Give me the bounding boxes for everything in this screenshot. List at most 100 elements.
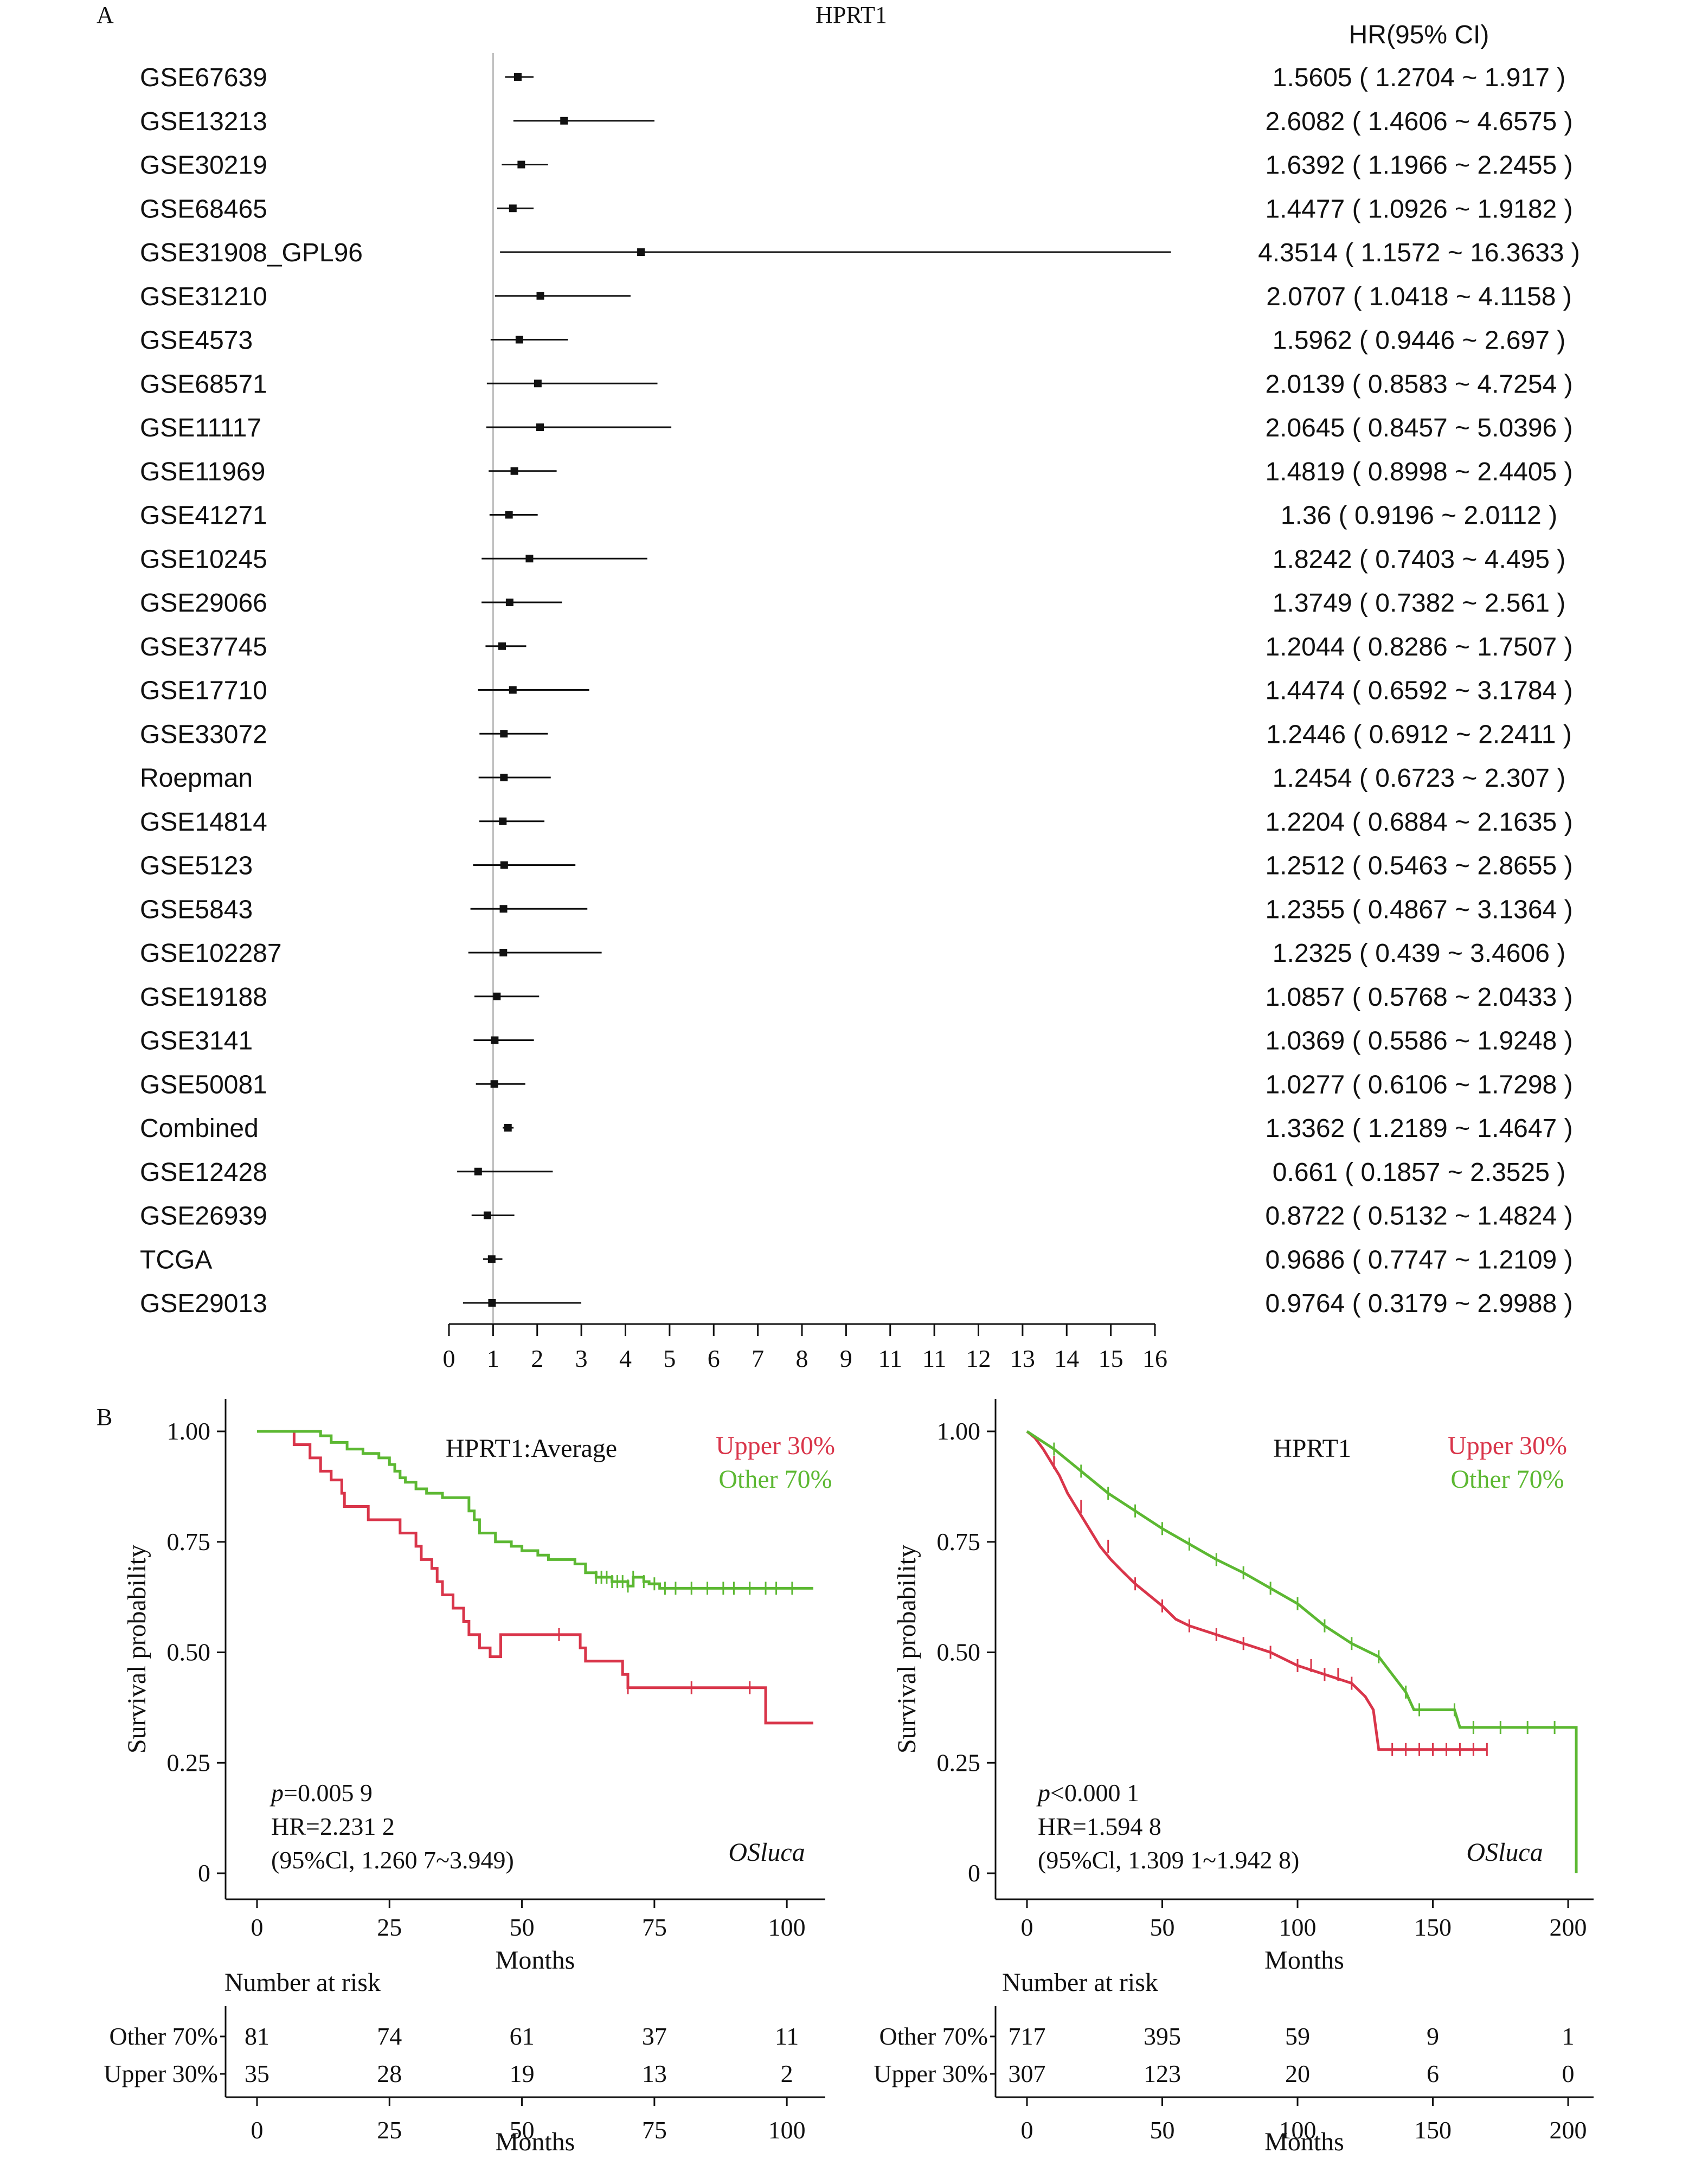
km-plot-left: 1.00 0.75 0.50 0.25 0 0 25 50 75 100 Months Surviva… [104, 1399, 835, 2156]
km-title: HPRT1:Average [446, 1434, 617, 1463]
km-stat-line: (95%Cl, 1.309 1~1.942 8) [1038, 1846, 1299, 1874]
hr-point [504, 1124, 512, 1132]
km-legend-upper: Upper 30% [1448, 1431, 1567, 1460]
hr-label: 1.0857 ( 0.5768 ~ 2.0433 ) [1265, 983, 1572, 1012]
forest-x-tick-label: 0 [443, 1345, 455, 1372]
km-x-tick-label: 50 [510, 1913, 535, 1941]
hr-label: 1.5605 ( 1.2704 ~ 1.917 ) [1273, 63, 1565, 92]
study-name: GSE17710 [140, 677, 267, 705]
forest-title: HPRT1 [816, 2, 887, 28]
km-curve-upper [1026, 1430, 1487, 1751]
hr-label: 0.661 ( 0.1857 ~ 2.3525 ) [1273, 1158, 1565, 1187]
study-name: GSE29013 [140, 1289, 267, 1318]
km-y-tick-label: 0.50 [937, 1638, 981, 1666]
km-stat-line: p<0.000 1 [1036, 1779, 1139, 1807]
hr-label: 1.36 ( 0.9196 ~ 2.0112 ) [1281, 502, 1557, 530]
risk-count: 123 [1144, 2060, 1181, 2087]
forest-x-tick-label: 11 [922, 1345, 946, 1372]
hr-point [534, 380, 542, 388]
risk-count: 19 [510, 2060, 535, 2087]
risk-row-label: Upper 30% [104, 2060, 218, 2087]
study-name: GSE33072 [140, 720, 267, 749]
hr-point [505, 511, 513, 519]
hr-point [500, 730, 508, 738]
hr-point [637, 248, 645, 256]
km-x-axis-label: Months [1264, 1946, 1344, 1975]
forest-x-tick-label: 1 [487, 1345, 499, 1372]
forest-x-tick-label: 16 [1142, 1345, 1167, 1372]
km-x-tick-label: 200 [1550, 1913, 1587, 1941]
hr-point [500, 774, 508, 781]
hr-label: 2.0645 ( 0.8457 ~ 5.0396 ) [1265, 414, 1572, 442]
risk-table-title: Number at risk [1002, 1968, 1158, 1997]
km-stat-line: (95%Cl, 1.260 7~3.949) [271, 1846, 514, 1874]
km-x-tick-label: 25 [377, 1913, 402, 1941]
hr-label: 1.5962 ( 0.9446 ~ 2.697 ) [1273, 326, 1565, 355]
risk-x-axis-label: Months [1264, 2128, 1344, 2156]
hr-label: 1.2325 ( 0.439 ~ 3.4606 ) [1273, 939, 1565, 968]
hr-point [536, 423, 544, 431]
study-name: GSE19188 [140, 983, 267, 1012]
km-cohort-label: OSluca [1466, 1838, 1543, 1867]
hr-label: 2.0139 ( 0.8583 ~ 4.7254 ) [1265, 370, 1572, 399]
km-y-tick-label: 0.75 [937, 1528, 981, 1556]
risk-x-tick-label: 50 [1150, 2116, 1175, 2144]
hr-point [560, 117, 568, 125]
risk-count: 61 [510, 2022, 535, 2050]
hr-label: 2.0707 ( 1.0418 ~ 4.1158 ) [1266, 282, 1572, 311]
km-y-tick-label: 0.25 [937, 1749, 981, 1776]
km-y-tick-label: 0 [968, 1859, 980, 1887]
study-name: GSE50081 [140, 1070, 267, 1099]
hr-label: 4.3514 ( 1.1572 ~ 16.3633 ) [1258, 239, 1580, 267]
risk-x-tick-label: 75 [642, 2116, 667, 2144]
risk-count: 11 [775, 2022, 799, 2050]
km-x-tick-label: 100 [768, 1913, 806, 1941]
km-y-tick-label: 0.25 [167, 1749, 211, 1776]
study-name: GSE26939 [140, 1202, 267, 1231]
forest-x-tick-label: 6 [708, 1345, 720, 1372]
hr-point [499, 817, 507, 825]
study-name: GSE14814 [140, 808, 267, 837]
panel-label-b: B [97, 1404, 112, 1430]
study-name: GSE41271 [140, 502, 267, 530]
study-name: GSE13213 [140, 107, 267, 136]
km-title: HPRT1 [1273, 1434, 1351, 1463]
hr-label: 1.2044 ( 0.8286 ~ 1.7507 ) [1265, 633, 1572, 661]
km-y-tick-label: 1.00 [167, 1417, 211, 1445]
risk-count: 0 [1562, 2060, 1575, 2087]
panel-label-a: A [97, 2, 114, 28]
km-x-tick-label: 100 [1279, 1913, 1317, 1941]
hr-point [499, 949, 508, 956]
forest-x-tick-label: 2 [531, 1345, 543, 1372]
forest-x-tick-label: 7 [752, 1345, 764, 1372]
hr-point [509, 686, 517, 694]
hr-label: 1.0369 ( 0.5586 ~ 1.9248 ) [1265, 1027, 1572, 1056]
study-name: GSE31908_GPL96 [140, 239, 363, 267]
study-name: GSE12428 [140, 1158, 267, 1187]
hr-label: 1.2355 ( 0.4867 ~ 3.1364 ) [1265, 895, 1572, 924]
study-name: Combined [140, 1114, 259, 1143]
km-curve-upper [257, 1430, 813, 1725]
hr-label: 1.4819 ( 0.8998 ~ 2.4405 ) [1265, 458, 1572, 486]
hr-point [509, 204, 517, 213]
study-name: GSE4573 [140, 326, 253, 355]
risk-count: 37 [642, 2022, 667, 2050]
hr-point [488, 1299, 496, 1307]
km-x-tick-label: 75 [642, 1913, 667, 1941]
km-legend-other: Other 70% [1450, 1465, 1564, 1494]
forest-x-tick-label: 8 [796, 1345, 808, 1372]
study-name: TCGA [140, 1245, 212, 1274]
risk-count: 28 [377, 2060, 402, 2087]
study-name: GSE5843 [140, 895, 253, 924]
risk-row-label: Other 70% [109, 2022, 218, 2050]
hr-point [525, 555, 534, 563]
hr-label: 1.3749 ( 0.7382 ~ 2.561 ) [1273, 589, 1565, 618]
risk-count: 13 [642, 2060, 667, 2087]
forest-x-tick-label: 12 [966, 1345, 991, 1372]
risk-count: 9 [1427, 2022, 1439, 2050]
risk-x-tick-label: 0 [251, 2116, 264, 2144]
study-name: GSE11969 [140, 458, 265, 486]
study-name: GSE29066 [140, 589, 267, 618]
